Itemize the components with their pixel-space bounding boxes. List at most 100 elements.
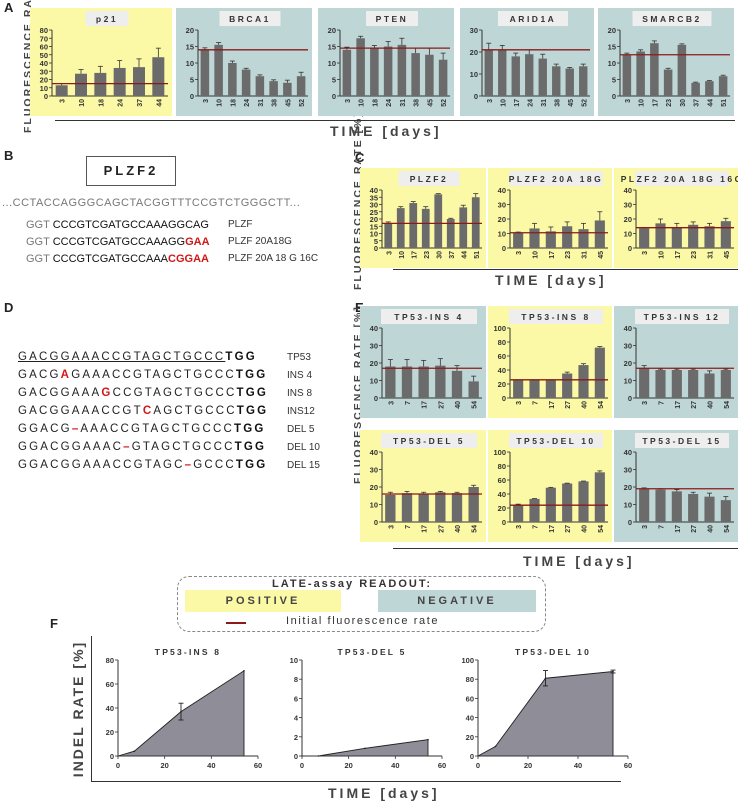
y-tick-label: 40 bbox=[370, 448, 378, 457]
x-tick-label: 27 bbox=[691, 401, 698, 409]
x-tick-label: 40 bbox=[582, 401, 589, 409]
x-tick-label: 10 bbox=[533, 251, 540, 259]
bar-7 bbox=[655, 370, 666, 398]
x-tick-label: 37 bbox=[694, 99, 701, 107]
x-tick-label: 3 bbox=[487, 99, 494, 103]
sequence-post: AGCTGCCC bbox=[153, 405, 237, 417]
bar-24 bbox=[241, 69, 251, 96]
y-tick-label: 0 bbox=[374, 394, 378, 403]
chart-title-box bbox=[635, 309, 729, 324]
bar-40 bbox=[451, 493, 463, 522]
y-tick-label: 20 bbox=[106, 728, 114, 737]
x-axis-label-a: TIME [days] bbox=[330, 123, 442, 139]
bar-3 bbox=[639, 488, 650, 522]
tp53-guide-row: GGACGGAAACCGTAGC–GCCCTGG bbox=[18, 459, 267, 471]
plzf-guide-row: GGT CCCGTCGATGCCAAAGGCAG bbox=[26, 219, 209, 231]
bar-7 bbox=[401, 493, 413, 522]
x-tick-label: 44 bbox=[461, 251, 468, 259]
bar-3 bbox=[55, 85, 68, 96]
x-tick-label: 3 bbox=[203, 99, 210, 103]
x-tick-label: 3 bbox=[642, 525, 649, 529]
guide-pam: GGT bbox=[26, 253, 53, 265]
bar-27 bbox=[562, 373, 573, 398]
x-tick-label: 10 bbox=[217, 99, 224, 107]
guide-seq: CCCGTCGATGCCAAA bbox=[52, 253, 169, 265]
x-tick-label: 54 bbox=[724, 401, 731, 409]
y-tick-label: 0 bbox=[612, 92, 616, 101]
x-tick-label: 54 bbox=[724, 525, 731, 533]
chart-tp53-ins8: TP53-INS 8 0 20 40 60 80 100 3 7 17 27 40 54 bbox=[488, 306, 612, 418]
bar-18 bbox=[370, 48, 379, 96]
y-tick-label: 30 bbox=[624, 342, 632, 351]
chart-title: TP53-DEL 10 bbox=[516, 436, 595, 446]
y-tick-label: 35 bbox=[370, 193, 378, 202]
bar-18 bbox=[94, 72, 107, 96]
x-tick-label: 17 bbox=[675, 401, 682, 409]
x-tick-label: 40 bbox=[708, 401, 715, 409]
y-axis-label-f: INDEL RATE [%] bbox=[70, 640, 86, 778]
chart-title: TP53-DEL 15 bbox=[642, 436, 721, 446]
chart-plzf2-20a18g: PLZF2 20A 18G 0 10 20 30 40 3 10 17 23 31 45 bbox=[488, 168, 612, 268]
y-tick-label: 15 bbox=[608, 43, 616, 52]
x-tick-label: 7 bbox=[533, 401, 540, 405]
x-tick-label: 44 bbox=[707, 99, 714, 107]
chart-background bbox=[488, 306, 612, 418]
tp53-guide-name: INS12 bbox=[287, 406, 315, 417]
y-tick-label: 40 bbox=[106, 704, 114, 713]
chart-title-box bbox=[498, 11, 568, 26]
sequence-pam: TGG bbox=[235, 369, 268, 381]
time-rule-f bbox=[91, 781, 621, 782]
y-tick-label: 40 bbox=[498, 490, 506, 499]
tp53-guide-name: DEL 10 bbox=[287, 442, 320, 453]
chart-title-box bbox=[509, 433, 603, 448]
bar-17 bbox=[545, 231, 556, 248]
y-tick-label: 40 bbox=[370, 186, 378, 195]
x-tick-label: 60 bbox=[254, 761, 262, 770]
bar-38 bbox=[269, 81, 278, 96]
x-tick-label: 54 bbox=[472, 401, 479, 409]
x-tick-label: 45 bbox=[598, 251, 605, 259]
sequence-mut: – bbox=[71, 423, 81, 435]
x-tick-label: 3 bbox=[388, 525, 395, 529]
guide-seq: CCCGTCGATGCCAAAGG bbox=[52, 236, 186, 248]
y-tick-label: 10 bbox=[624, 230, 632, 239]
y-tick-label: 15 bbox=[370, 222, 378, 231]
y-tick-label: 30 bbox=[370, 466, 378, 475]
sequence-pre: GGACG bbox=[18, 423, 72, 435]
data-point-7 bbox=[494, 745, 497, 748]
x-tick-label: 40 bbox=[207, 761, 215, 770]
x-tick-label: 27 bbox=[565, 401, 572, 409]
bar-52 bbox=[296, 76, 306, 96]
y-tick-label: 10 bbox=[498, 230, 506, 239]
y-tick-label: 80 bbox=[40, 26, 48, 35]
x-tick-label: 3 bbox=[516, 401, 523, 405]
bar-17 bbox=[409, 203, 418, 248]
x-tick-label: 40 bbox=[455, 401, 462, 409]
y-tick-label: 20 bbox=[470, 48, 478, 57]
x-tick-label: 7 bbox=[405, 525, 412, 529]
bar-23 bbox=[663, 69, 673, 96]
bar-17 bbox=[650, 43, 659, 96]
y-tick-label: 0 bbox=[332, 92, 336, 101]
chart-indel-del10: TP53-DEL 10 0 20 40 60 80 100 0 20 40 60 bbox=[461, 647, 632, 770]
x-tick-label: 17 bbox=[422, 525, 429, 533]
x-tick-label: 3 bbox=[60, 99, 67, 103]
x-tick-label: 40 bbox=[574, 761, 582, 770]
x-tick-label: 23 bbox=[424, 251, 431, 259]
chart-title-box bbox=[381, 309, 477, 324]
x-tick-label: 51 bbox=[721, 99, 728, 107]
bar-54 bbox=[594, 472, 605, 522]
bar-54 bbox=[594, 347, 605, 398]
x-tick-label: 0 bbox=[300, 761, 304, 770]
bar-45 bbox=[425, 54, 434, 96]
y-tick-label: 20 bbox=[624, 359, 632, 368]
x-tick-label: 27 bbox=[438, 525, 445, 533]
bar-31 bbox=[538, 58, 547, 96]
bar-3 bbox=[513, 504, 524, 522]
chart-tp53-del10: TP53-DEL 10 0 20 40 60 80 100 3 7 17 27 40 54 bbox=[488, 430, 612, 542]
x-tick-label: 7 bbox=[533, 525, 540, 529]
tp53-guide-row: GACGAGAAACCGTAGCTGCCCTGG bbox=[18, 369, 267, 381]
y-tick-label: 20 bbox=[624, 215, 632, 224]
x-tick-label: 0 bbox=[116, 761, 120, 770]
bar-10 bbox=[396, 208, 405, 248]
